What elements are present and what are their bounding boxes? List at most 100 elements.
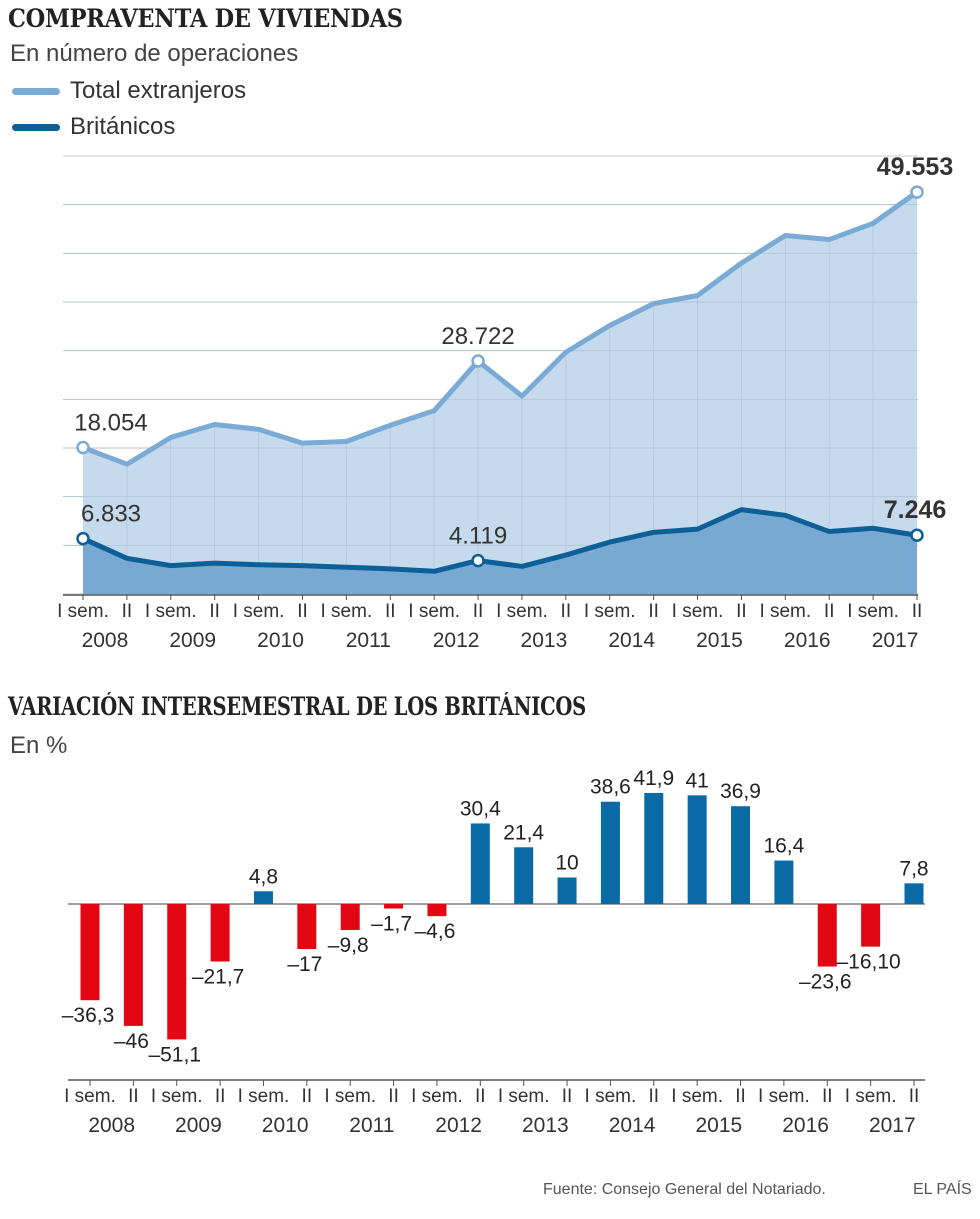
bar-negative: [427, 904, 447, 917]
data-label: 28.722: [441, 323, 514, 350]
semester-label-second: II: [128, 1086, 139, 1107]
bar-positive: [514, 847, 534, 904]
year-label: 2009: [175, 1114, 222, 1137]
year-label: 2008: [88, 1114, 135, 1137]
semester-label-first: I sem.: [151, 1086, 203, 1107]
bar-negative: [861, 904, 881, 947]
semester-label-first: I sem.: [321, 601, 373, 622]
chart1-subtitle: En número de operaciones: [10, 40, 299, 67]
bar-chart: –36,3 –46–51,1 –21,7 4,8 –17 –9,8–1,7 –4,6 30,4…: [62, 767, 929, 1137]
semester-label-first: I sem.: [847, 601, 899, 622]
semester-label-second: II: [562, 1086, 573, 1107]
semester-label-first: I sem.: [408, 601, 460, 622]
bar-label: –16,10: [837, 951, 901, 974]
semester-label-second: II: [824, 601, 835, 622]
semester-label-first: I sem.: [324, 1086, 376, 1107]
semester-label-first: I sem.: [145, 601, 197, 622]
bar-negative: [384, 904, 404, 909]
semester-label-first: I sem.: [845, 1086, 897, 1107]
bar-label: –51,1: [148, 1043, 201, 1066]
semester-label-second: II: [302, 1086, 313, 1107]
semester-label-second: II: [388, 1086, 399, 1107]
semester-label-second: II: [649, 1086, 660, 1107]
bar-label: –46: [114, 1030, 149, 1053]
semester-label-second: II: [209, 601, 220, 622]
data-label: 6.833: [81, 501, 141, 528]
year-label: 2013: [521, 629, 568, 652]
bar-positive: [557, 877, 577, 904]
data-point-marker: [471, 553, 485, 568]
bar-positive: [687, 795, 707, 904]
semester-label-first: I sem.: [585, 1086, 637, 1107]
semester-label-second: II: [648, 601, 659, 622]
bar-negative: [817, 904, 837, 967]
source-note: Fuente: Consejo General del Notariado.: [543, 1181, 826, 1198]
brand-label: EL PAÍS: [913, 1181, 972, 1198]
bar-positive: [731, 806, 751, 904]
semester-label-second: II: [912, 601, 923, 622]
bar-label: 10: [555, 852, 578, 875]
semester-label-first: I sem.: [672, 601, 724, 622]
extranjeros-line: [80, 189, 920, 467]
bar-label: 21,4: [503, 821, 544, 844]
semester-label-first: I sem.: [57, 601, 109, 622]
bar-label: 7,8: [899, 857, 928, 880]
year-label: 2013: [522, 1114, 569, 1137]
data-point-marker: [910, 528, 924, 542]
bar-negative: [80, 904, 100, 1001]
year-label: 2014: [608, 629, 655, 652]
bar-negative: [123, 904, 143, 1026]
chart1-title: COMPRAVENTA DE VIVIENDAS: [8, 4, 403, 33]
legend-britanicos-swatch: [12, 123, 60, 131]
semester-label-first: I sem.: [671, 1086, 723, 1107]
legend-total-extranjeros: Total extranjeros: [12, 76, 246, 106]
bar-label: –36,3: [62, 1004, 115, 1027]
year-label: 2016: [784, 629, 831, 652]
year-label: 2017: [872, 629, 919, 652]
legend-extranjeros-label: Total extranjeros: [70, 77, 247, 104]
semester-label-second: II: [122, 601, 133, 622]
bar-label: –21,7: [192, 966, 245, 989]
data-point-marker: [471, 354, 485, 368]
semester-label-first: I sem.: [238, 1086, 290, 1107]
legend-extranjeros-swatch: [12, 87, 60, 95]
area-chart: 18.054 28.722 49.553 6.833 4.119 7.246 I sem. I…: [57, 153, 953, 652]
year-label: 2015: [696, 629, 743, 652]
semester-label-second: II: [735, 1086, 746, 1107]
bar-negative: [210, 904, 230, 962]
semester-label-second: II: [297, 601, 308, 622]
year-label: 2011: [346, 629, 391, 652]
data-label: 18.054: [74, 410, 147, 437]
bar-label: 30,4: [460, 797, 501, 820]
semester-label-second: II: [475, 1086, 486, 1107]
legend-britanicos: Británicos: [12, 112, 175, 142]
semester-label-first: I sem.: [64, 1086, 116, 1107]
year-label: 2011: [349, 1114, 394, 1137]
bar-positive: [904, 883, 924, 904]
year-label: 2009: [169, 629, 216, 652]
semester-label-second: II: [736, 601, 747, 622]
year-label: 2012: [435, 1114, 482, 1137]
bar-label: 38,6: [590, 776, 631, 799]
legend-britanicos-label: Británicos: [70, 113, 176, 140]
bar-negative: [167, 904, 187, 1040]
extranjeros-area: [83, 192, 917, 594]
semester-label-first: I sem.: [498, 1086, 550, 1107]
bar-label: 36,9: [720, 780, 761, 803]
data-point-marker: [76, 531, 90, 546]
bar-label: –23,6: [799, 971, 852, 994]
britanicos-line: [80, 507, 920, 574]
bar-positive: [253, 891, 273, 904]
year-label: 2015: [695, 1114, 742, 1137]
semester-label-second: II: [822, 1086, 833, 1107]
semester-label-second: II: [909, 1086, 920, 1107]
bar-label: –17: [287, 953, 322, 976]
year-label: 2008: [82, 629, 129, 652]
year-label: 2016: [782, 1114, 829, 1137]
bar-negative: [340, 904, 360, 930]
year-label: 2010: [257, 629, 304, 652]
semester-label-first: I sem.: [411, 1086, 463, 1107]
semester-label-first: I sem.: [758, 1086, 810, 1107]
year-label: 2010: [262, 1114, 309, 1137]
data-label: 49.553: [877, 153, 953, 181]
